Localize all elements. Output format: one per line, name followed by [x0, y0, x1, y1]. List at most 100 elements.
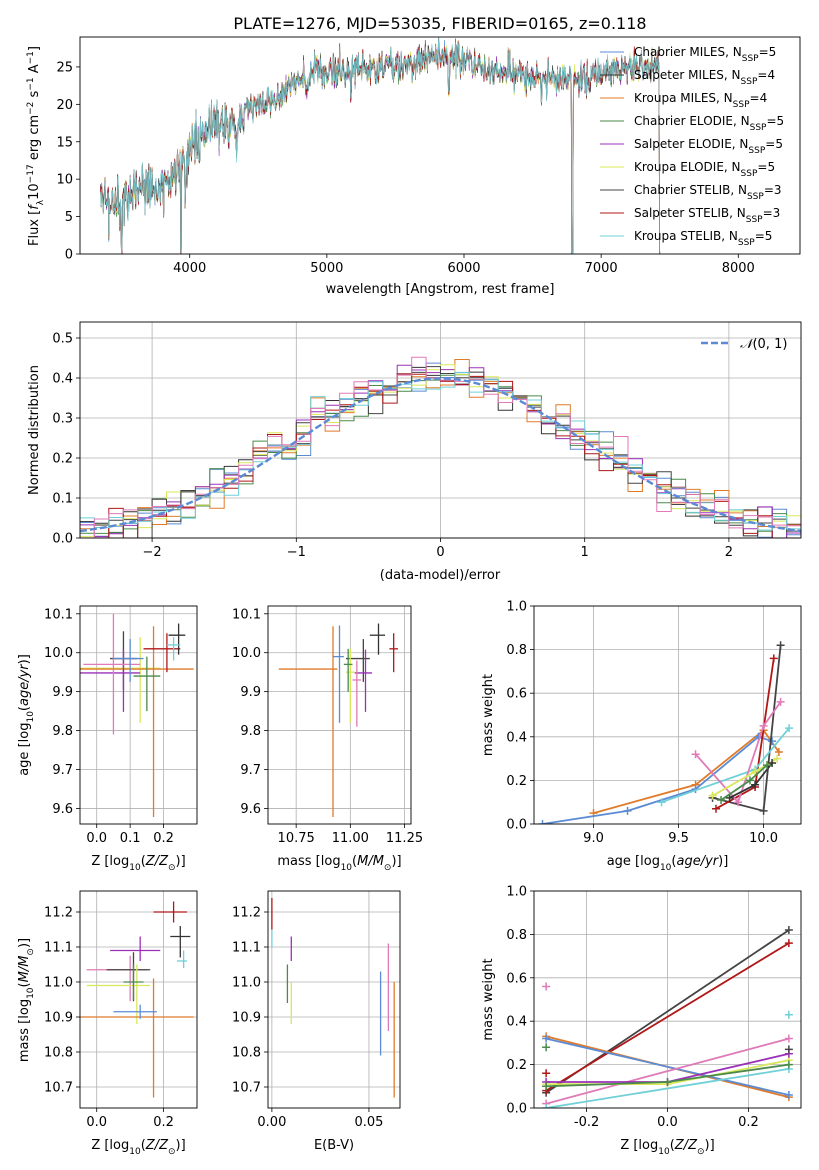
x-tick-label: 11.00	[332, 831, 369, 846]
legend-label: Salpeter STELIB, NSSP=3	[634, 206, 780, 225]
x-tick-label: 2	[725, 545, 733, 560]
weight-marker	[759, 721, 768, 730]
panel-age_vs_Z: 0.0 0.1 0.2 9.6 9.7 9.8 9.9 10.0 10.1 Z [log10(Z/…	[17, 605, 198, 873]
x-tick-label: 10.0	[749, 831, 778, 846]
x-tick-label: 5000	[310, 261, 343, 276]
axes-frame	[79, 890, 198, 1109]
axes-frame	[79, 605, 198, 825]
legend-label: Chabrier MILES, NSSP=5	[634, 45, 776, 64]
weight-marker	[759, 806, 768, 815]
weight-marker	[784, 1045, 793, 1054]
weight-marker	[542, 1034, 551, 1043]
legend-label: Kroupa MILES, NSSP=4	[634, 91, 767, 110]
x-axis-label: (data-model)/error	[380, 568, 501, 583]
y-tick-label: 0	[65, 248, 73, 263]
x-tick-label: 7000	[585, 261, 618, 276]
weight-marker	[785, 724, 794, 733]
histogram-chabrier-stelib	[80, 366, 801, 538]
weight-marker	[768, 758, 777, 767]
weight-marker	[751, 767, 760, 776]
legend-label: 𝒩(0, 1)	[740, 337, 787, 352]
axes-frame	[79, 36, 801, 255]
x-tick-label: 0	[436, 545, 444, 560]
x-tick-label: -0.2	[574, 1115, 599, 1130]
y-tick-label: 0.2	[52, 452, 73, 467]
panel-mass_vs_Z: 0.0 0.2 10.7 10.8 10.9 11.0 11.1 11.2 Z [log10(Z…	[17, 890, 198, 1157]
weight-marker	[774, 748, 783, 757]
y-axis-label: Flux [fλ10−17 erg cm−2 s−1 A−1]	[26, 46, 46, 246]
axes-frame	[267, 605, 412, 825]
panel-weight_vs_age: 9.0 9.5 10.0 0.0 0.2 0.4 0.6 0.8 1.0 age [log10(a…	[481, 600, 802, 873]
plot-area	[271, 898, 395, 1098]
plot-area	[80, 901, 194, 1098]
legend-label: Salpeter MILES, NSSP=4	[634, 68, 775, 87]
y-tick-label: 20	[56, 98, 73, 113]
panel-weight_vs_Z: -0.2 0.0 0.2 0.0 0.2 0.4 0.6 0.8 1.0 Z [log10(Z/Z…	[481, 885, 802, 1157]
x-tick-label: 8000	[722, 261, 755, 276]
panel-age_vs_mass: 10.75 11.00 11.25 9.6 9.7 9.8 9.9 10.0 10.1 mass …	[232, 605, 423, 873]
y-tick-label: 10.0	[232, 646, 261, 661]
y-tick-label: 0.0	[52, 532, 73, 547]
y-tick-label: 0.2	[506, 774, 527, 789]
y-tick-label: 5	[65, 210, 73, 225]
legend-label: Salpeter ELODIE, NSSP=5	[634, 137, 783, 156]
x-tick-label: −2	[143, 545, 162, 560]
weight-marker	[711, 804, 720, 813]
figure-title: PLATE=1276, MJD=53035, FIBERID=0165, z=0…	[233, 14, 646, 33]
x-tick-label: 0.2	[738, 1115, 759, 1130]
axes-frame	[267, 890, 401, 1109]
x-tick-label: 10.75	[278, 831, 315, 846]
y-tick-label: 10.9	[44, 1011, 73, 1026]
y-tick-label: 0.6	[506, 971, 527, 986]
weight-marker	[769, 654, 778, 663]
weight-marker	[542, 1043, 551, 1052]
y-tick-label: 11.2	[44, 906, 73, 921]
weight-marker	[734, 798, 743, 807]
panel-residuals: −2 −1 0 1 2 0.0 0.1 0.2 0.3 0.4 0.5 𝒩(0, 1) (data-mo…	[27, 321, 802, 583]
histogram-kroupa-stelib	[80, 371, 801, 531]
y-tick-label: 10.8	[44, 1046, 73, 1061]
y-tick-label: 0.2	[506, 1058, 527, 1073]
weight-marker	[784, 926, 793, 935]
x-tick-label: 0.0	[657, 1115, 678, 1130]
y-tick-label: 9.9	[52, 685, 73, 700]
x-tick-label: 0.0	[86, 1115, 107, 1130]
y-tick-label: 0.8	[506, 928, 527, 943]
axes-frame	[533, 605, 802, 825]
y-axis-label: mass [log10(M/M⊙)]	[17, 938, 36, 1062]
y-axis-label: mass weight	[481, 958, 496, 1040]
x-tick-label: 0.2	[153, 831, 174, 846]
x-tick-label: 4000	[173, 261, 206, 276]
x-tick-label: 1	[581, 545, 589, 560]
y-tick-label: 10.1	[44, 607, 73, 622]
weight-marker	[542, 982, 551, 991]
y-tick-label: 0.3	[52, 412, 73, 427]
x-tick-label: 11.25	[386, 831, 423, 846]
y-tick-label: 0.8	[506, 643, 527, 658]
panel-spectrum: 4000 5000 6000 7000 8000 0 5 10 15 20 25 Chabrier M…	[26, 36, 801, 297]
y-tick-label: 10.7	[232, 1081, 261, 1096]
weight-marker	[776, 641, 785, 650]
plot-area	[538, 641, 794, 824]
weight-marker	[538, 820, 547, 824]
y-tick-label: 10.0	[44, 646, 73, 661]
y-tick-label: 9.7	[240, 763, 261, 778]
y-tick-label: 9.6	[240, 802, 261, 817]
x-tick-label: 9.5	[668, 831, 689, 846]
weight-marker	[542, 1082, 551, 1091]
weight-marker	[691, 750, 700, 759]
y-tick-label: 0.6	[506, 687, 527, 702]
x-tick-label: 0.1	[120, 831, 141, 846]
x-tick-label: 0.00	[257, 1115, 286, 1130]
y-tick-label: 0.5	[52, 332, 73, 347]
x-axis-label: Z [log10(Z/Z⊙)]	[91, 854, 185, 873]
x-tick-label: 9.0	[583, 831, 604, 846]
plot-area	[80, 613, 194, 817]
x-tick-label: 0.05	[354, 1115, 383, 1130]
weight-marker	[784, 1010, 793, 1019]
x-tick-label: 6000	[447, 261, 480, 276]
weight-marker	[717, 796, 726, 805]
legend-label: Chabrier ELODIE, NSSP=5	[634, 114, 784, 133]
x-tick-label: −1	[287, 545, 306, 560]
